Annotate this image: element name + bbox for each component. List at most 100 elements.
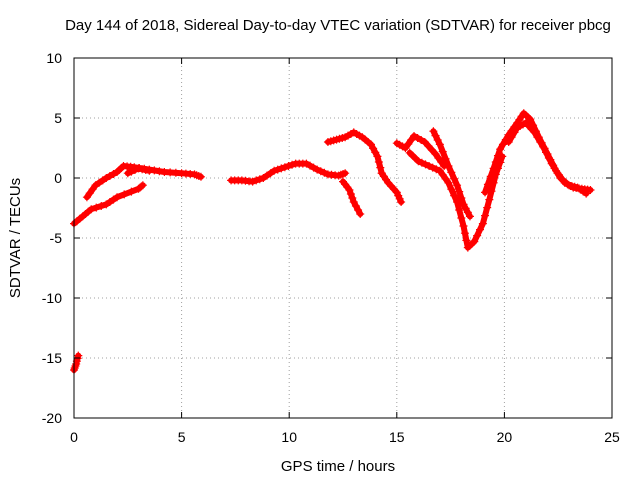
data-point <box>507 133 516 142</box>
data-point <box>536 138 545 146</box>
data-point <box>427 146 436 154</box>
data-point <box>429 127 438 136</box>
data-point <box>435 140 444 149</box>
x-tick-label: 25 <box>604 429 620 445</box>
data-point <box>450 191 459 200</box>
data-point <box>341 169 350 178</box>
series-s8 <box>377 169 406 206</box>
data-point <box>134 164 143 173</box>
data-point <box>155 167 164 176</box>
data-point <box>526 115 535 124</box>
data-point <box>196 172 205 181</box>
data-point <box>127 167 136 176</box>
data-point <box>248 177 257 186</box>
data-point <box>113 193 122 202</box>
x-tick-label: 5 <box>178 429 186 445</box>
series-s10 <box>405 148 507 252</box>
data-point <box>376 163 385 172</box>
data-point <box>345 186 354 194</box>
y-tick-label: -5 <box>50 230 63 246</box>
data-point <box>306 161 315 170</box>
data-point <box>420 138 429 146</box>
data-point <box>455 187 464 196</box>
data-point <box>481 188 490 197</box>
data-point <box>138 165 147 174</box>
series-trace <box>430 128 473 220</box>
data-point <box>431 131 440 140</box>
chart-title: Day 144 of 2018, Sidereal Day-to-day VTE… <box>65 17 611 34</box>
x-tick-labels: 0 5 10 15 20 25 <box>70 429 620 445</box>
data-point <box>421 160 430 169</box>
data-point <box>346 190 355 198</box>
data-point <box>504 138 513 146</box>
data-point <box>539 142 548 151</box>
data-point <box>255 175 264 184</box>
data-point <box>273 165 282 174</box>
data-point <box>87 205 96 214</box>
data-point <box>459 222 468 230</box>
data-point <box>493 151 502 160</box>
data-point <box>550 164 559 173</box>
data-point <box>481 211 490 220</box>
data-point <box>109 170 118 178</box>
data-point <box>410 132 419 140</box>
data-point <box>316 167 325 176</box>
y-tick-label: -20 <box>42 410 62 426</box>
data-point <box>496 145 505 154</box>
data-point <box>120 190 129 199</box>
series-s9 <box>392 132 449 170</box>
data-point <box>102 174 111 182</box>
data-point <box>320 168 329 177</box>
y-tick-labels: -20 -15 -10 -5 0 5 10 <box>42 50 62 426</box>
data-point <box>478 219 487 228</box>
data-point <box>70 364 79 372</box>
data-point <box>487 187 496 196</box>
data-point <box>417 158 426 167</box>
y-tick-label: 5 <box>54 110 62 126</box>
y-tick-label: 10 <box>46 50 62 66</box>
data-point <box>280 163 289 172</box>
data-point <box>491 158 500 166</box>
data-point <box>425 162 434 170</box>
data-point <box>313 165 322 174</box>
series-trace <box>393 133 448 169</box>
x-axis-title: GPS time / hours <box>281 458 395 475</box>
data-point <box>432 165 441 174</box>
data-point <box>270 166 279 175</box>
data-point <box>489 164 498 173</box>
data-point <box>453 181 462 190</box>
data-point <box>374 158 383 166</box>
data-point <box>444 162 453 170</box>
data-point <box>428 163 437 172</box>
data-point <box>447 185 456 194</box>
data-point <box>470 237 479 246</box>
y-tick-label: -10 <box>42 290 62 306</box>
data-point <box>130 166 139 174</box>
data-point <box>277 164 286 173</box>
data-point <box>417 136 426 144</box>
data-point <box>547 159 556 168</box>
data-point <box>498 140 507 149</box>
data-point <box>530 128 539 137</box>
data-point <box>457 214 466 222</box>
data-point <box>92 203 101 212</box>
data-point <box>123 169 132 178</box>
series-s4 <box>123 164 154 178</box>
series-s13 <box>504 118 591 198</box>
data-point <box>533 133 542 142</box>
data-point <box>105 172 114 180</box>
data-point <box>476 225 485 234</box>
data-point <box>413 134 422 142</box>
series-s6 <box>339 177 365 218</box>
data-series <box>70 109 595 374</box>
data-point <box>97 202 106 210</box>
data-point <box>473 231 482 240</box>
data-point <box>288 160 297 169</box>
data-point <box>460 229 469 238</box>
data-point <box>483 180 492 189</box>
data-point <box>542 148 551 157</box>
data-point <box>457 194 466 202</box>
axis-ticks <box>73 57 613 419</box>
